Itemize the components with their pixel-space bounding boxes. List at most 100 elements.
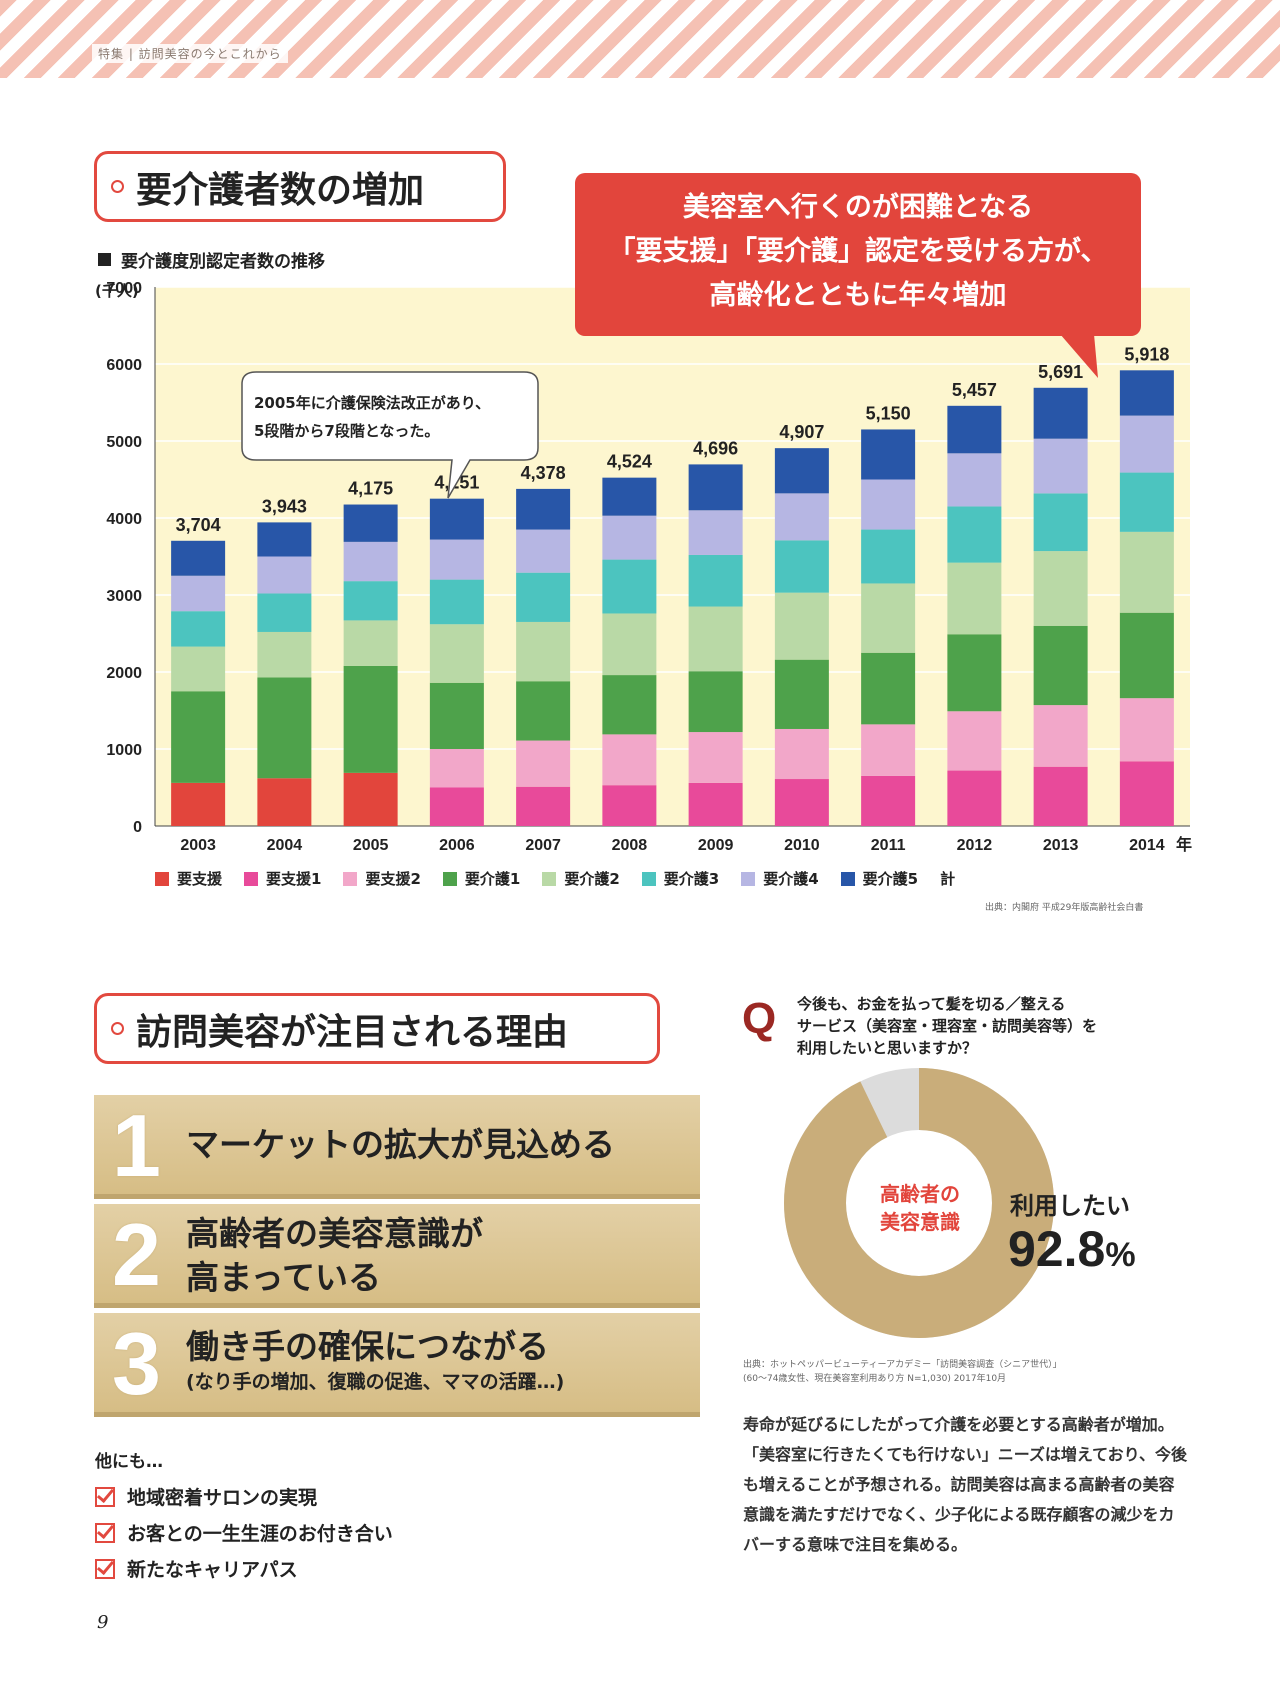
legend-item: 要介護5 計: [840, 868, 956, 889]
x-axis-unit: 年: [1176, 835, 1192, 854]
y-axis-label: (千人): [95, 282, 139, 300]
bullet-circle-icon: [111, 180, 124, 193]
bar-segment: [688, 782, 743, 826]
legend-swatch: [155, 871, 169, 886]
bar-total-label: 5,918: [1124, 344, 1169, 364]
bar-total-label: 5,457: [952, 380, 997, 400]
x-tick-label: 2011: [871, 837, 906, 854]
reason-subtext: (なり手の増加、復職の促進、ママの活躍…): [186, 1371, 565, 1393]
bar-segment: [688, 510, 743, 555]
reason-text: マーケットの拡大が見込める: [186, 1125, 615, 1164]
donut-label-line: 美容意識: [880, 1210, 960, 1234]
bar-segment: [861, 724, 916, 776]
bar-segment: [602, 559, 657, 614]
reason-number: 3: [112, 1314, 161, 1413]
bar-segment: [861, 429, 916, 480]
legend-label: 要介護1: [464, 870, 521, 888]
bar-segment: [1119, 761, 1174, 826]
bar-segment: [343, 504, 398, 542]
x-tick-label: 2007: [525, 837, 561, 854]
legend-swatch: [244, 871, 259, 886]
section-title-text: 訪問美容が注目される理由: [136, 1011, 569, 1053]
x-tick-label: 2006: [439, 837, 475, 854]
legend-item: 要支援2: [343, 868, 421, 889]
x-tick-label: 2010: [784, 837, 820, 854]
bar-total-label: 4,907: [779, 422, 824, 442]
legend-label: 要介護4: [763, 870, 819, 888]
x-tick-label: 2003: [180, 837, 216, 854]
legend-item: 要支援: [155, 868, 222, 889]
bar-segment: [516, 529, 571, 573]
x-tick-label: 2013: [1043, 837, 1079, 854]
legend-item: 要支援1: [244, 868, 321, 889]
legend-swatch: [641, 871, 656, 886]
section-title-care-increase: 要介護者数の増加: [94, 151, 506, 222]
legend-label: 要支援: [177, 870, 223, 888]
bar-segment: [774, 592, 829, 660]
bar-segment: [947, 770, 1002, 826]
bar-segment: [1033, 625, 1088, 706]
bar-segment: [343, 620, 398, 666]
legend-item: 要介護1: [442, 868, 521, 889]
x-tick-label: 2012: [957, 837, 993, 854]
percent-number: 92.8: [1008, 1221, 1106, 1277]
bar-segment: [429, 787, 484, 826]
x-tick-label: 2008: [612, 837, 648, 854]
question-letter: Q: [742, 994, 777, 1043]
survey-source: 出典：ホットペッパービューティーアカデミー「訪問美容調査（シニア世代）」 (60…: [743, 1358, 1143, 1386]
bar-segment: [171, 646, 226, 692]
bar-segment: [602, 675, 657, 735]
legend-label: 要支援2: [365, 870, 421, 888]
annotation-line: 2005年に介護保険法改正があり、: [254, 394, 490, 412]
bar-segment: [516, 786, 571, 826]
question-line: 今後も、お金を払って髪を切る／整える: [797, 995, 1066, 1013]
bar-total-label: 4,524: [607, 452, 652, 472]
bar-segment: [516, 621, 571, 682]
y-tick-label: 2000: [106, 665, 142, 682]
bar-segment: [688, 732, 743, 783]
bar-segment: [257, 631, 312, 678]
reason-line: 高齢者の美容意識が: [186, 1214, 483, 1253]
legend-swatch: [840, 871, 855, 886]
checklist-text: 新たなキャリアパス: [127, 1559, 298, 1581]
bar-segment: [429, 749, 484, 788]
bar-segment: [774, 448, 829, 494]
bar-total-label: 3,704: [176, 515, 221, 535]
section-title-reasons: 訪問美容が注目される理由: [94, 993, 660, 1064]
legend-swatch: [542, 871, 557, 886]
checklist-item: 地域密着サロンの実現: [95, 1483, 317, 1510]
bar-total-label: 4,175: [348, 479, 393, 499]
bar-segment: [947, 506, 1002, 563]
reason-number: 1: [112, 1096, 161, 1195]
bar-segment: [688, 606, 743, 672]
bar-segment: [429, 579, 484, 625]
checkbox-checked-icon: [95, 1486, 115, 1507]
source-line: 出典：ホットペッパービューティーアカデミー「訪問美容調査（シニア世代）」: [743, 1360, 1062, 1370]
bar-segment: [171, 575, 226, 612]
callout-line: 「要支援」「要介護」認定を受ける方が、: [608, 236, 1108, 267]
bar-segment: [688, 671, 743, 733]
legend-total-label: 計: [940, 870, 956, 888]
chart-subtitle-text: 要介護度別認定者数の推移: [121, 252, 325, 272]
legend-item: 要介護2: [542, 868, 620, 889]
bar-segment: [171, 540, 226, 576]
bar-segment: [774, 659, 829, 729]
percent-unit: %: [1105, 1236, 1136, 1274]
bar-segment: [171, 691, 226, 783]
bar-segment: [257, 677, 312, 779]
callout-box: 美容室へ行くのが困難となる 「要支援」「要介護」認定を受ける方が、 高齢化ととも…: [575, 173, 1141, 336]
legend-swatch: [442, 871, 457, 886]
bar-segment: [1033, 493, 1088, 552]
bar-segment: [516, 488, 571, 530]
bar-segment: [516, 572, 571, 622]
reason-text: 働き手の確保につながる (なり手の増加、復職の促進、ママの活躍…): [186, 1325, 564, 1395]
bar-segment: [429, 624, 484, 683]
checklist-item: お客との一生生涯のお付き合い: [95, 1519, 393, 1546]
legend-label: 要介護3: [663, 870, 720, 888]
bar-segment: [947, 634, 1002, 712]
bar-segment: [602, 613, 657, 676]
legend-item: 要介護3: [641, 868, 720, 889]
bar-total-label: 5,691: [1038, 362, 1083, 382]
checklist-item: 新たなキャリアパス: [95, 1555, 298, 1582]
donut-center-label: 高齢者の 美容意識: [858, 1180, 982, 1236]
